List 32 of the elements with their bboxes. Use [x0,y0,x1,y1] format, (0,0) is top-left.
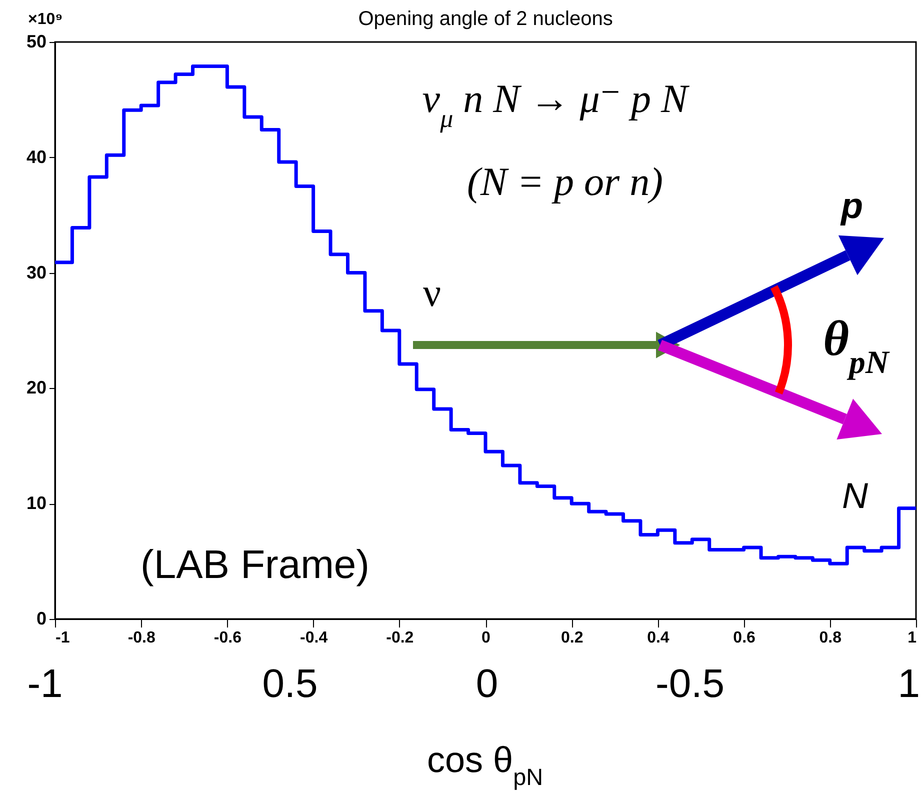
x-tick-label: -0.2 [386,630,414,646]
text: 0.5 [262,662,318,706]
x-tick-label: -0.4 [300,630,328,646]
annotation: N [842,475,869,516]
y-tick-label: 10 [26,493,46,514]
annotation: ν [422,270,442,315]
x-tick-label: 0.4 [647,630,670,646]
annotation: θ$_{pN}$ [823,310,890,381]
x-tick-label: 0 [482,630,491,646]
text: ×10⁹ [28,11,63,28]
annotation: p [840,185,863,226]
x-tick-label: 0.6 [733,630,756,646]
x-tick-label: -0.8 [128,630,156,646]
text: 1 [898,662,920,706]
y-tick-label: 40 [26,146,46,167]
x-axis-title: cos θ$_{pN}$ [427,739,543,790]
y-tick-label: 50 [26,32,46,52]
text: -1 [27,662,63,706]
x-tick-label: -1 [56,630,70,646]
annotation: (N = p or n) [467,159,663,204]
annotation: (LAB Frame) [140,543,370,587]
chart-title: Opening angle of 2 nucleons [358,8,613,30]
y-tick-label: 30 [26,262,46,282]
x-tick-label: 0.2 [560,630,584,646]
annotation: ν$_{μ}$ n N → μ⁻ p N [422,76,690,132]
text: 0 [476,662,498,706]
x-tick-label: 0.8 [819,630,842,646]
text: -0.5 [656,662,724,706]
x-tick-label: 1 [908,630,917,646]
y-tick-label: 0 [36,608,46,628]
y-tick-label: 20 [26,378,46,398]
x-tick-label: -0.6 [214,630,242,646]
